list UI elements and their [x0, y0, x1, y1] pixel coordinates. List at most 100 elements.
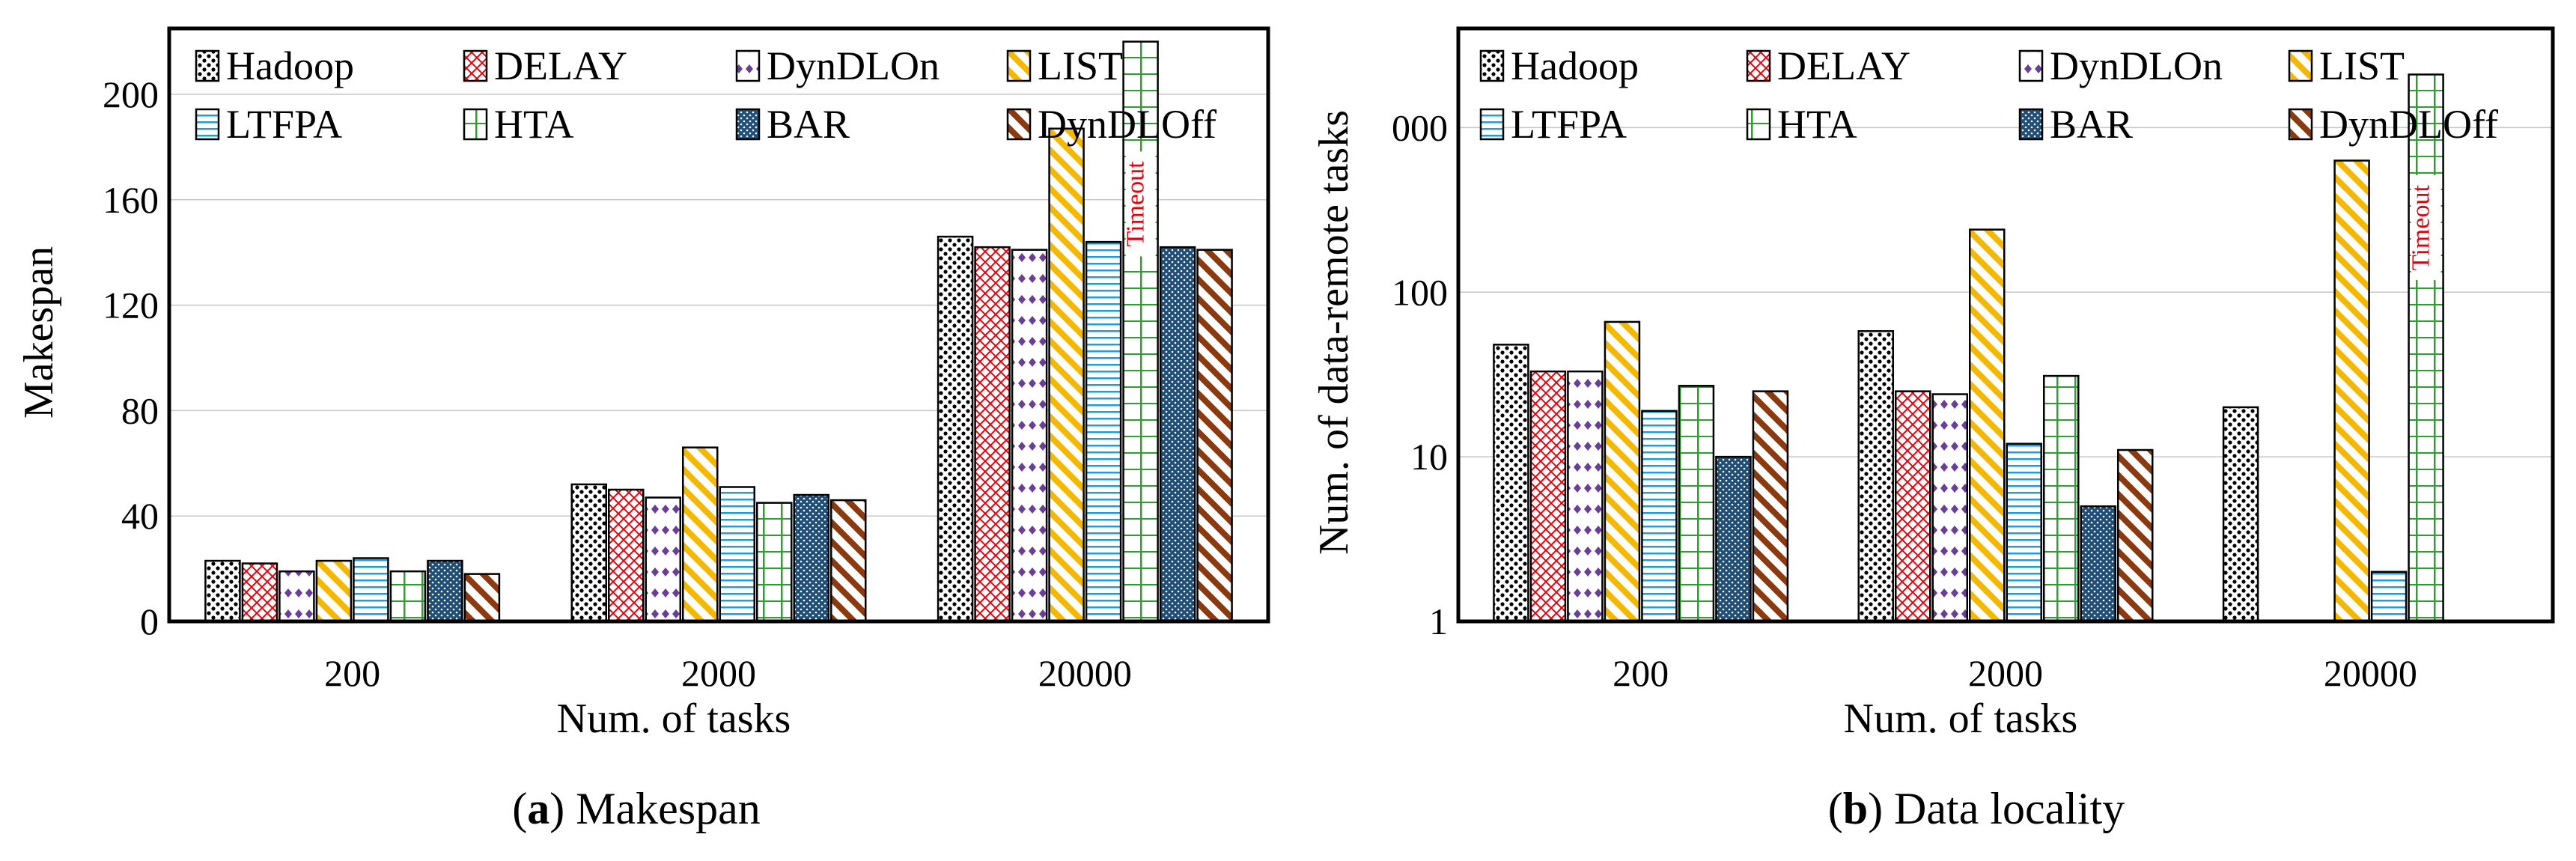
- bar-ltfpa-20000: [1085, 240, 1122, 623]
- legend-swatch-hadoop: [195, 49, 220, 82]
- bar-list-2000: [682, 446, 719, 623]
- legend-swatch-bar: [2018, 108, 2044, 141]
- legend-label-hadoop: Hadoop: [1511, 43, 1639, 88]
- bar-list-2000: [1969, 228, 2006, 623]
- figure-caption: (a) Makespan: [512, 784, 761, 833]
- chart-makespan: 0 40 80 120 160 200 200 2000 Timeout 20000 Hadoop D…: [16, 26, 1270, 833]
- x-axis-label: Num. of tasks: [1844, 696, 2078, 742]
- x-tick-label: 200: [1613, 652, 1669, 694]
- legend-label-bar: BAR: [767, 102, 850, 147]
- y-tick-label: 100: [1392, 271, 1448, 313]
- bar-hta-2000: [2043, 374, 2080, 623]
- timeout-bg: [1125, 151, 1156, 257]
- y-axis-label: Num. of data-remote tasks: [1311, 110, 1357, 555]
- bar-ltfpa-200: [1641, 410, 1678, 623]
- legend-label-dyndloff: DynDLOff: [2319, 102, 2498, 147]
- bar-dyndlon-200: [278, 570, 315, 623]
- bar-hta-20000: [2408, 73, 2444, 623]
- y-tick-label: 0: [140, 600, 159, 642]
- legend-swatch-ltfpa: [1479, 108, 1505, 141]
- x-axis-label: Num. of tasks: [557, 696, 791, 742]
- bar-list-200: [1604, 320, 1641, 623]
- bar-bar-20000: [1159, 246, 1196, 623]
- legend-label-hadoop: Hadoop: [226, 43, 354, 88]
- bar-delay-200: [1529, 370, 1567, 623]
- legend-swatch-hta: [463, 108, 488, 141]
- legend-swatch-dyndlon: [735, 49, 761, 82]
- caption-label: b: [1843, 784, 1868, 833]
- figure-caption: (b) Data locality: [1828, 784, 2125, 833]
- legend-swatch-ltfpa: [195, 108, 220, 141]
- bar-dyndloff-2000: [2117, 448, 2154, 623]
- bar-list-20000: [1048, 127, 1085, 623]
- bar-ltfpa-20000: [2370, 571, 2408, 623]
- bar-hadoop-2000: [570, 483, 607, 623]
- timeout-bg: [2411, 175, 2441, 281]
- bar-bar-2000: [2080, 505, 2116, 623]
- bar-hta-2000: [756, 502, 793, 623]
- legend-swatch-bar: [735, 108, 761, 141]
- y-tick-label: 000: [1392, 106, 1448, 148]
- timeout-annotation: Timeout: [2408, 185, 2435, 271]
- legend-label-ltfpa: LTFPA: [1511, 102, 1627, 147]
- legend-label-delay: DELAY: [494, 43, 627, 88]
- bar-hta-20000: [1122, 40, 1159, 623]
- bar-bar-200: [427, 559, 463, 623]
- bar-hadoop-20000: [2222, 406, 2259, 623]
- bar-dyndloff-2000: [830, 499, 867, 623]
- legend-swatch-dyndloff: [1006, 108, 1032, 141]
- legend-label-bar: BAR: [2050, 102, 2133, 147]
- bar-dyndloff-200: [1752, 390, 1789, 623]
- bar-hta-200: [1678, 385, 1715, 623]
- bar-dyndlon-2000: [1931, 393, 1968, 623]
- bar-hadoop-20000: [937, 235, 974, 623]
- legend-label-dyndloff: DynDLOff: [1038, 102, 1217, 147]
- y-tick-label: 80: [121, 389, 159, 431]
- legend-swatch-dyndlon: [2018, 49, 2044, 82]
- legend-swatch-delay: [1746, 49, 1771, 82]
- bar-dyndloff-20000: [1196, 249, 1233, 623]
- bar-delay-2000: [608, 488, 645, 623]
- y-axis-label: Makespan: [16, 246, 62, 419]
- legend-swatch-list: [2288, 49, 2313, 82]
- bar-list-200: [315, 559, 353, 623]
- y-tick-label: 120: [103, 285, 159, 326]
- bar-hadoop-200: [1493, 344, 1529, 623]
- legend-label-list: LIST: [2319, 43, 2405, 88]
- timeout-annotation: Timeout: [1122, 161, 1150, 247]
- bar-hta-200: [389, 570, 427, 623]
- legend-label-delay: DELAY: [1777, 43, 1910, 88]
- bar-ltfpa-2000: [719, 486, 755, 623]
- x-tick-label: 20000: [1038, 652, 1132, 694]
- bar-dyndloff-200: [463, 573, 501, 623]
- legend-swatch-dyndloff: [2288, 108, 2313, 141]
- x-tick-label: 200: [324, 652, 380, 694]
- bar-dyndlon-20000: [1011, 249, 1048, 623]
- caption-label: a: [527, 784, 549, 833]
- legend-label-dyndlon: DynDLOn: [767, 43, 940, 88]
- bar-delay-200: [241, 562, 278, 623]
- legend-swatch-hadoop: [1479, 49, 1505, 82]
- bar-delay-20000: [974, 246, 1011, 623]
- bar-delay-2000: [1895, 390, 1931, 623]
- legend-label-hta: HTA: [1777, 102, 1857, 147]
- plot-frame: [167, 26, 1270, 624]
- legend-label-ltfpa: LTFPA: [226, 102, 342, 147]
- x-tick-label: 2000: [681, 652, 756, 694]
- legend-label-hta: HTA: [494, 102, 574, 147]
- bar-hadoop-200: [204, 559, 241, 623]
- plot-frame: [1456, 26, 2555, 624]
- bar-hadoop-2000: [1857, 330, 1894, 623]
- bar-dyndlon-2000: [645, 496, 681, 623]
- bar-list-20000: [2333, 159, 2370, 623]
- y-tick-label: 200: [103, 73, 159, 115]
- legend-label-list: LIST: [1038, 43, 1123, 88]
- x-tick-label: 20000: [2324, 652, 2417, 694]
- y-tick-label: 10: [1410, 436, 1448, 478]
- bar-ltfpa-200: [353, 557, 389, 623]
- legend-swatch-list: [1006, 49, 1032, 82]
- x-tick-label: 2000: [1968, 652, 2043, 694]
- legend-label-dyndlon: DynDLOn: [2050, 43, 2223, 88]
